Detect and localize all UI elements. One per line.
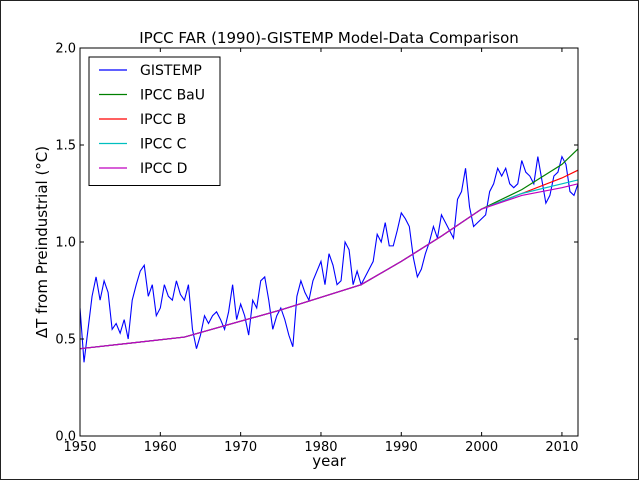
x-tick-label: 1960 — [144, 440, 177, 455]
y-tick-label: 1.0 — [55, 236, 76, 251]
legend-entry-label: GISTEMP — [140, 63, 202, 79]
y-axis-label: ΔT from Preindustrial (°C) — [33, 146, 51, 338]
chart-title: IPCC FAR (1990)-GISTEMP Model-Data Compa… — [139, 29, 519, 47]
y-tick-label: 0.5 — [55, 333, 76, 348]
legend: GISTEMP IPCC BaU IPCC B IPCC C IPCC D — [88, 56, 221, 186]
x-tick-label: 1990 — [385, 440, 418, 455]
x-tick-label: 1950 — [63, 440, 96, 455]
legend-entry-label: IPCC B — [140, 112, 186, 128]
legend-entry-label: IPCC C — [140, 137, 187, 153]
series-line-ipcc-b — [80, 169, 578, 350]
y-tick-label: 2.0 — [55, 42, 76, 57]
legend-entry-label: IPCC D — [140, 161, 187, 177]
y-tick-label: 0.0 — [55, 430, 76, 445]
series-line-ipcc-c — [80, 179, 578, 350]
series-line-ipcc-d — [80, 183, 578, 350]
legend-entry-label: IPCC BaU — [140, 88, 205, 104]
legend-box — [88, 56, 221, 186]
x-tick-label: 1970 — [224, 440, 257, 455]
x-tick-label: 2000 — [465, 440, 498, 455]
series-line-gistemp — [80, 155, 578, 363]
x-tick-label: 1980 — [304, 440, 337, 455]
x-tick-label: 2010 — [545, 440, 578, 455]
x-axis-label: year — [312, 452, 346, 470]
y-tick-label: 1.5 — [55, 139, 76, 154]
plot-area: 1950 1960 1970 1980 1990 2000 2010 0.0 0.5 1.0 1.5… — [55, 42, 579, 455]
